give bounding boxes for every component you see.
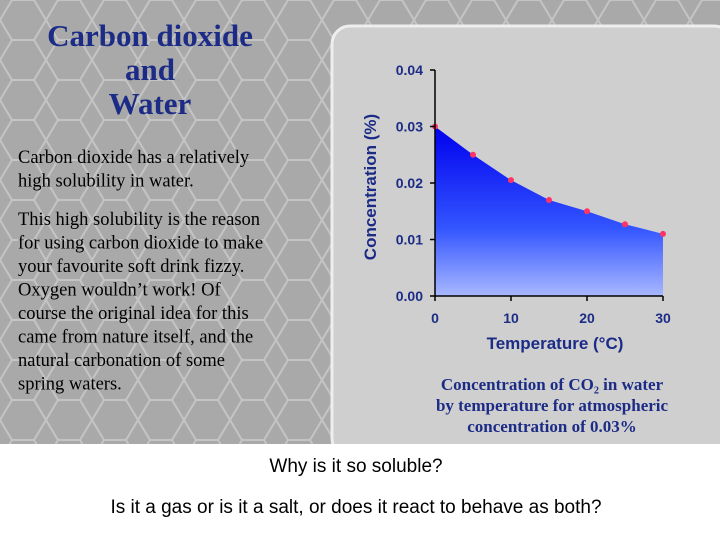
- x-axis-label: Temperature (°C): [487, 334, 624, 353]
- y-tick-label: 0.02: [396, 175, 423, 191]
- question: Is it a gas or is it a salt, or does it …: [110, 497, 601, 518]
- body-text: This high solubility is the reason: [18, 210, 260, 230]
- body-text: course the original idea for this: [18, 304, 249, 324]
- data-point: [584, 208, 590, 215]
- data-point: [622, 221, 628, 228]
- x-tick-label: 20: [579, 310, 595, 326]
- y-tick-label: 0.04: [396, 62, 423, 78]
- data-point: [470, 151, 476, 158]
- slide-title: Water: [109, 86, 192, 121]
- x-tick-label: 10: [503, 310, 519, 326]
- body-text: natural carbonation of some: [18, 351, 225, 371]
- data-point: [508, 177, 514, 184]
- body-text: spring waters.: [18, 375, 122, 395]
- body-text: Oxygen wouldn’t work! Of: [18, 281, 221, 301]
- y-tick-label: 0.03: [396, 119, 423, 135]
- chart-caption: by temperature for atmospheric: [436, 396, 669, 415]
- x-tick-label: 30: [655, 310, 671, 326]
- body-text: Carbon dioxide has a relatively: [18, 148, 250, 168]
- body-text: high solubility in water.: [18, 172, 194, 192]
- body-text: your favourite soft drink fizzy.: [18, 257, 244, 277]
- data-point: [660, 230, 666, 237]
- area: [435, 126, 663, 296]
- question: Why is it so soluble?: [269, 456, 442, 477]
- slide-title: Carbon dioxide: [47, 18, 253, 53]
- body-text: for using carbon dioxide to make: [18, 234, 263, 254]
- chart-caption: concentration of 0.03%: [467, 417, 637, 436]
- bottom-area: [0, 444, 720, 540]
- slide-title: and: [125, 52, 175, 87]
- body-text: came from nature itself, and the: [18, 328, 253, 348]
- chart-caption: Concentration of CO₂ in water: [441, 375, 664, 394]
- y-tick-label: 0.00: [396, 288, 423, 304]
- y-tick-label: 0.01: [396, 232, 423, 248]
- y-axis-label: Concentration (%): [361, 114, 380, 260]
- x-tick-label: 0: [431, 310, 439, 326]
- data-point: [546, 196, 552, 203]
